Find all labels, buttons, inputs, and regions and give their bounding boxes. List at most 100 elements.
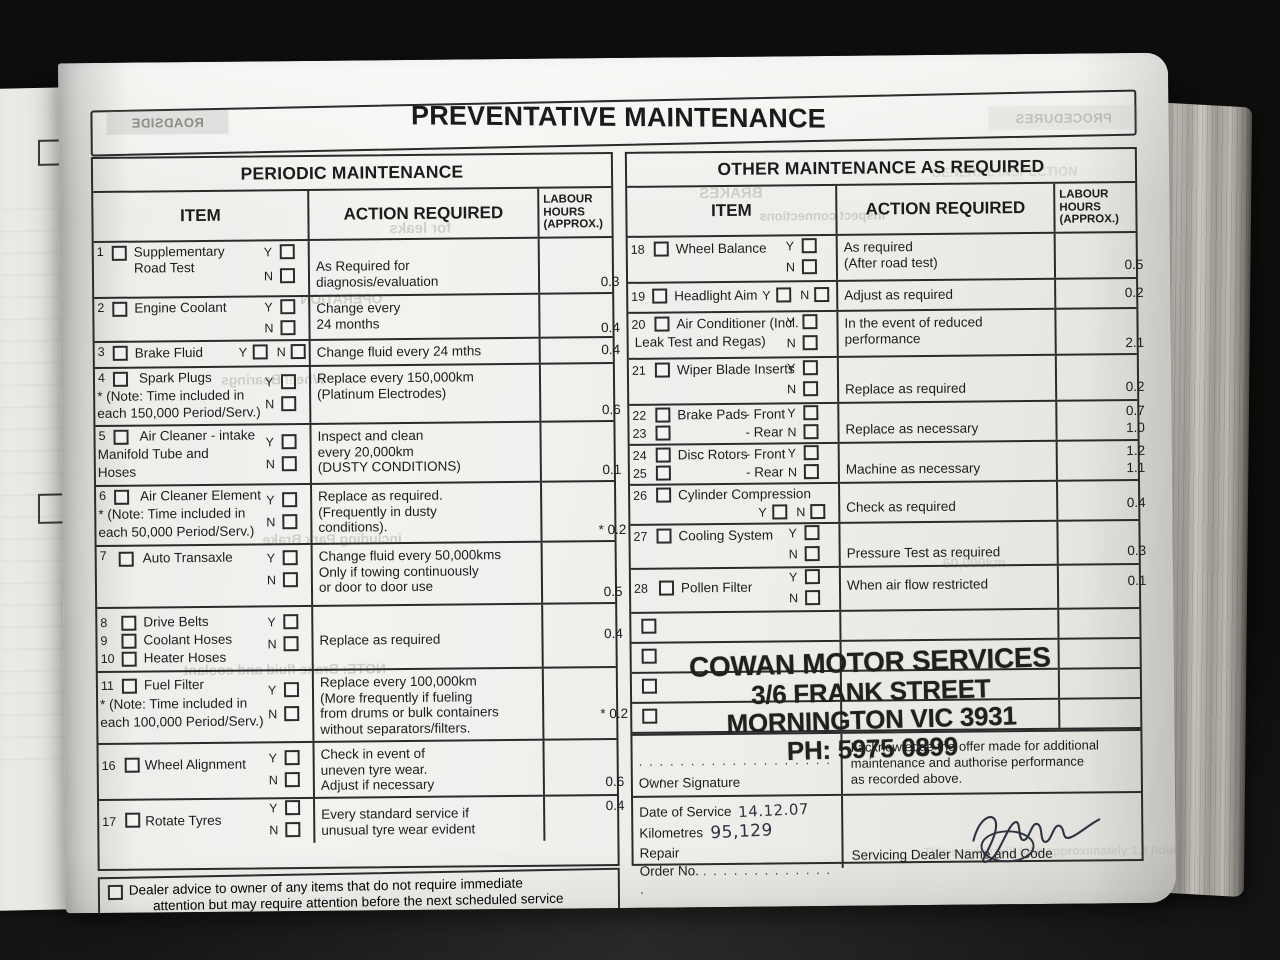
blank-checkbox[interactable]	[642, 708, 658, 724]
item-checkbox[interactable]	[653, 241, 669, 257]
header-labour-l2: HOURS	[543, 205, 585, 219]
service-details-cell[interactable]: Date of Service 14.12.07 Kilometres 95,1…	[633, 795, 844, 897]
item-checkbox[interactable]	[655, 447, 671, 463]
item-label-line1: Drive Belts	[143, 613, 209, 630]
no-checkbox[interactable]	[279, 268, 296, 284]
yes-checkbox[interactable]	[282, 492, 298, 508]
yes-checkbox[interactable]	[804, 569, 820, 585]
header-labour-l1: LABOUR	[543, 192, 593, 206]
item-checkbox[interactable]	[112, 371, 129, 387]
yes-checkbox[interactable]	[802, 314, 818, 330]
no-checkbox[interactable]	[814, 286, 830, 303]
item-checkbox[interactable]	[121, 633, 137, 649]
item-label-line1: Brake Pads	[677, 406, 748, 423]
item-checkbox[interactable]	[112, 301, 128, 317]
yes-checkbox[interactable]	[280, 299, 296, 315]
item-label-line1: Spark Plugs	[138, 369, 212, 386]
owner-signature-cell[interactable]: . . . . . . . . . . . . . . . . . . . . …	[632, 733, 843, 796]
no-checkbox[interactable]	[284, 706, 300, 722]
item-checkbox[interactable]	[121, 678, 137, 694]
item-checkbox[interactable]	[655, 425, 671, 441]
item-checkbox[interactable]	[658, 580, 675, 596]
no-checkbox[interactable]	[284, 772, 300, 788]
table-row: 7 Auto Transaxle Y N Change fluid every …	[96, 542, 623, 609]
item-checkbox[interactable]	[112, 345, 128, 361]
item-checkbox[interactable]	[656, 528, 672, 544]
item-label-line1: Rotate Tyres	[145, 812, 222, 829]
repair-label: Repair	[639, 845, 680, 861]
yes-checkbox[interactable]	[802, 360, 818, 376]
item-checkbox[interactable]	[654, 316, 670, 332]
yes-checkbox[interactable]	[801, 238, 817, 254]
yes-checkbox[interactable]	[283, 614, 299, 630]
no-checkbox[interactable]	[802, 335, 818, 351]
row-number: 11	[100, 678, 114, 693]
item-checkbox[interactable]	[111, 245, 127, 261]
yes-checkbox[interactable]	[804, 525, 820, 541]
item-label-line1: Cooling System	[678, 527, 774, 544]
item-checkbox[interactable]	[124, 757, 140, 773]
yes-checkbox[interactable]	[283, 682, 300, 698]
item-checkbox[interactable]	[125, 812, 141, 828]
no-label: N	[264, 321, 274, 336]
yes-checkbox[interactable]	[803, 405, 819, 421]
item-checkbox[interactable]	[652, 288, 668, 304]
table-row: 1 Supplementary Road Test Y N As Require…	[93, 238, 620, 300]
item-checkbox[interactable]	[655, 407, 671, 423]
item-checkbox[interactable]	[121, 615, 137, 631]
no-checkbox[interactable]	[282, 514, 298, 530]
yes-checkbox[interactable]	[772, 504, 788, 520]
blank-checkbox[interactable]	[641, 678, 658, 694]
blank-labour-cell	[1060, 639, 1138, 668]
no-checkbox[interactable]	[280, 320, 296, 336]
no-label: N	[787, 382, 797, 397]
row-item-cell: 8 Drive Belts 9 Coolant Hoses 10 Heater …	[97, 606, 314, 671]
yes-checkbox[interactable]	[284, 750, 300, 766]
item-label-line1: Supplementary	[133, 243, 225, 260]
row-labour-cell: * 0.2	[542, 482, 626, 541]
yes-checkbox[interactable]	[279, 244, 295, 260]
no-label: N	[263, 269, 274, 284]
kilometres-value: 95,129	[709, 820, 773, 844]
yes-checkbox[interactable]	[803, 445, 819, 461]
action-line3: (DUSTY CONDITIONS)	[317, 458, 461, 476]
no-checkbox[interactable]	[810, 504, 826, 520]
no-checkbox[interactable]	[804, 546, 820, 562]
yes-checkbox[interactable]	[280, 374, 297, 390]
no-checkbox[interactable]	[282, 572, 298, 588]
item-checkbox[interactable]	[655, 465, 671, 481]
item-checkbox[interactable]	[113, 429, 129, 445]
no-checkbox[interactable]	[290, 343, 306, 360]
no-checkbox[interactable]	[281, 396, 297, 412]
no-checkbox[interactable]	[281, 456, 297, 472]
item-checkbox[interactable]	[121, 651, 137, 667]
dealer-advice-checkbox[interactable]	[107, 884, 123, 901]
yes-checkbox[interactable]	[285, 800, 301, 816]
item-checkbox[interactable]	[114, 489, 130, 505]
row-item-cell: 5 Air Cleaner - intake Manifold Tube and…	[95, 424, 312, 486]
no-checkbox[interactable]	[801, 259, 818, 275]
item-checkbox[interactable]	[118, 551, 134, 567]
periodic-section-title: PERIODIC MAINTENANCE	[92, 154, 612, 194]
yes-checkbox[interactable]	[252, 344, 268, 360]
yes-checkbox[interactable]	[281, 434, 297, 450]
item-checkbox[interactable]	[654, 362, 670, 378]
item-checkbox[interactable]	[656, 487, 672, 503]
other-table-header: ITEM ACTION REQUIRED LABOUR HOURS (APPRO…	[627, 183, 1136, 238]
blank-checkbox[interactable]	[641, 648, 657, 664]
row-labour-cell: 0.1	[541, 422, 621, 481]
action-line2: (After road test)	[843, 254, 938, 271]
no-checkbox[interactable]	[285, 822, 301, 838]
row-action-cell: Every standard service if unusual tyre w…	[315, 796, 546, 843]
action-line1: Change fluid every 24 mths	[316, 343, 482, 360]
no-checkbox[interactable]	[805, 590, 821, 606]
no-checkbox[interactable]	[283, 636, 299, 652]
yes-checkbox[interactable]	[282, 550, 298, 566]
blank-checkbox[interactable]	[641, 618, 657, 634]
no-checkbox[interactable]	[803, 381, 819, 397]
no-checkbox[interactable]	[803, 424, 819, 440]
servicing-dealer-cell[interactable]: Servicing Dealer Name and Code	[843, 793, 1140, 868]
no-checkbox[interactable]	[803, 464, 819, 480]
row-labour-cell: 0.6	[544, 740, 624, 795]
yes-checkbox[interactable]	[776, 287, 792, 303]
